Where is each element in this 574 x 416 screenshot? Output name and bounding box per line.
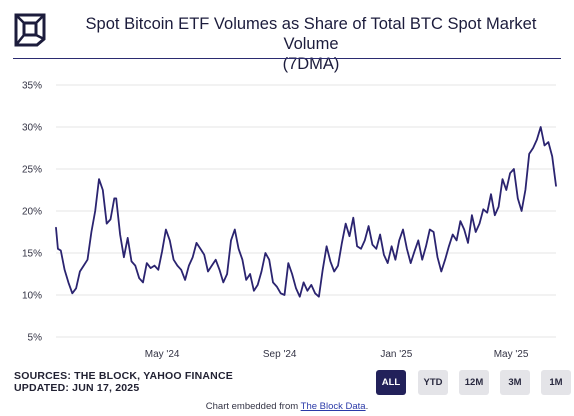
range-button-3m[interactable]: 3M	[500, 370, 530, 395]
y-tick-label: 5%	[28, 333, 43, 344]
chart-title: Spot Bitcoin ETF Volumes as Share of Tot…	[56, 14, 566, 74]
x-tick-label: Jan '25	[380, 349, 412, 360]
chart-title-line-1: Spot Bitcoin ETF Volumes as Share of Tot…	[85, 15, 537, 53]
series-line	[55, 126, 557, 298]
y-tick-label: 35%	[22, 81, 42, 92]
embed-suffix: .	[365, 401, 369, 412]
sources-text: SOURCES: THE BLOCK, YAHOO FINANCE	[14, 370, 233, 382]
range-button-1m[interactable]: 1M	[541, 370, 571, 395]
sources-block: SOURCES: THE BLOCK, YAHOO FINANCE UPDATE…	[14, 370, 233, 394]
line-chart: 35% 30% 25% 20% 15% 10% 5% May '24 Sep '24 Jan '2…	[22, 81, 557, 360]
y-tick-label: 25%	[22, 165, 42, 176]
y-tick-label: 10%	[22, 291, 42, 302]
y-tick-label: 30%	[22, 123, 42, 134]
chart-title-line-2: (7DMA)	[282, 55, 340, 73]
y-tick-label: 15%	[22, 249, 42, 260]
x-tick-label: May '25	[494, 349, 529, 360]
title-divider	[13, 58, 561, 59]
range-selector: ALL YTD 12M 3M 1M	[376, 370, 571, 395]
range-button-12m[interactable]: 12M	[459, 370, 489, 395]
updated-text: UPDATED: JUN 17, 2025	[14, 382, 140, 394]
x-tick-label: May '24	[145, 349, 180, 360]
embed-credit: Chart embedded from The Block Data.	[0, 401, 574, 412]
y-tick-label: 20%	[22, 207, 42, 218]
the-block-data-link[interactable]: The Block Data	[300, 401, 366, 412]
x-tick-label: Sep '24	[263, 349, 297, 360]
range-button-ytd[interactable]: YTD	[418, 370, 448, 395]
embed-prefix: Chart embedded from	[205, 401, 301, 412]
the-block-logo-icon	[14, 13, 46, 47]
range-button-all[interactable]: ALL	[376, 370, 406, 395]
